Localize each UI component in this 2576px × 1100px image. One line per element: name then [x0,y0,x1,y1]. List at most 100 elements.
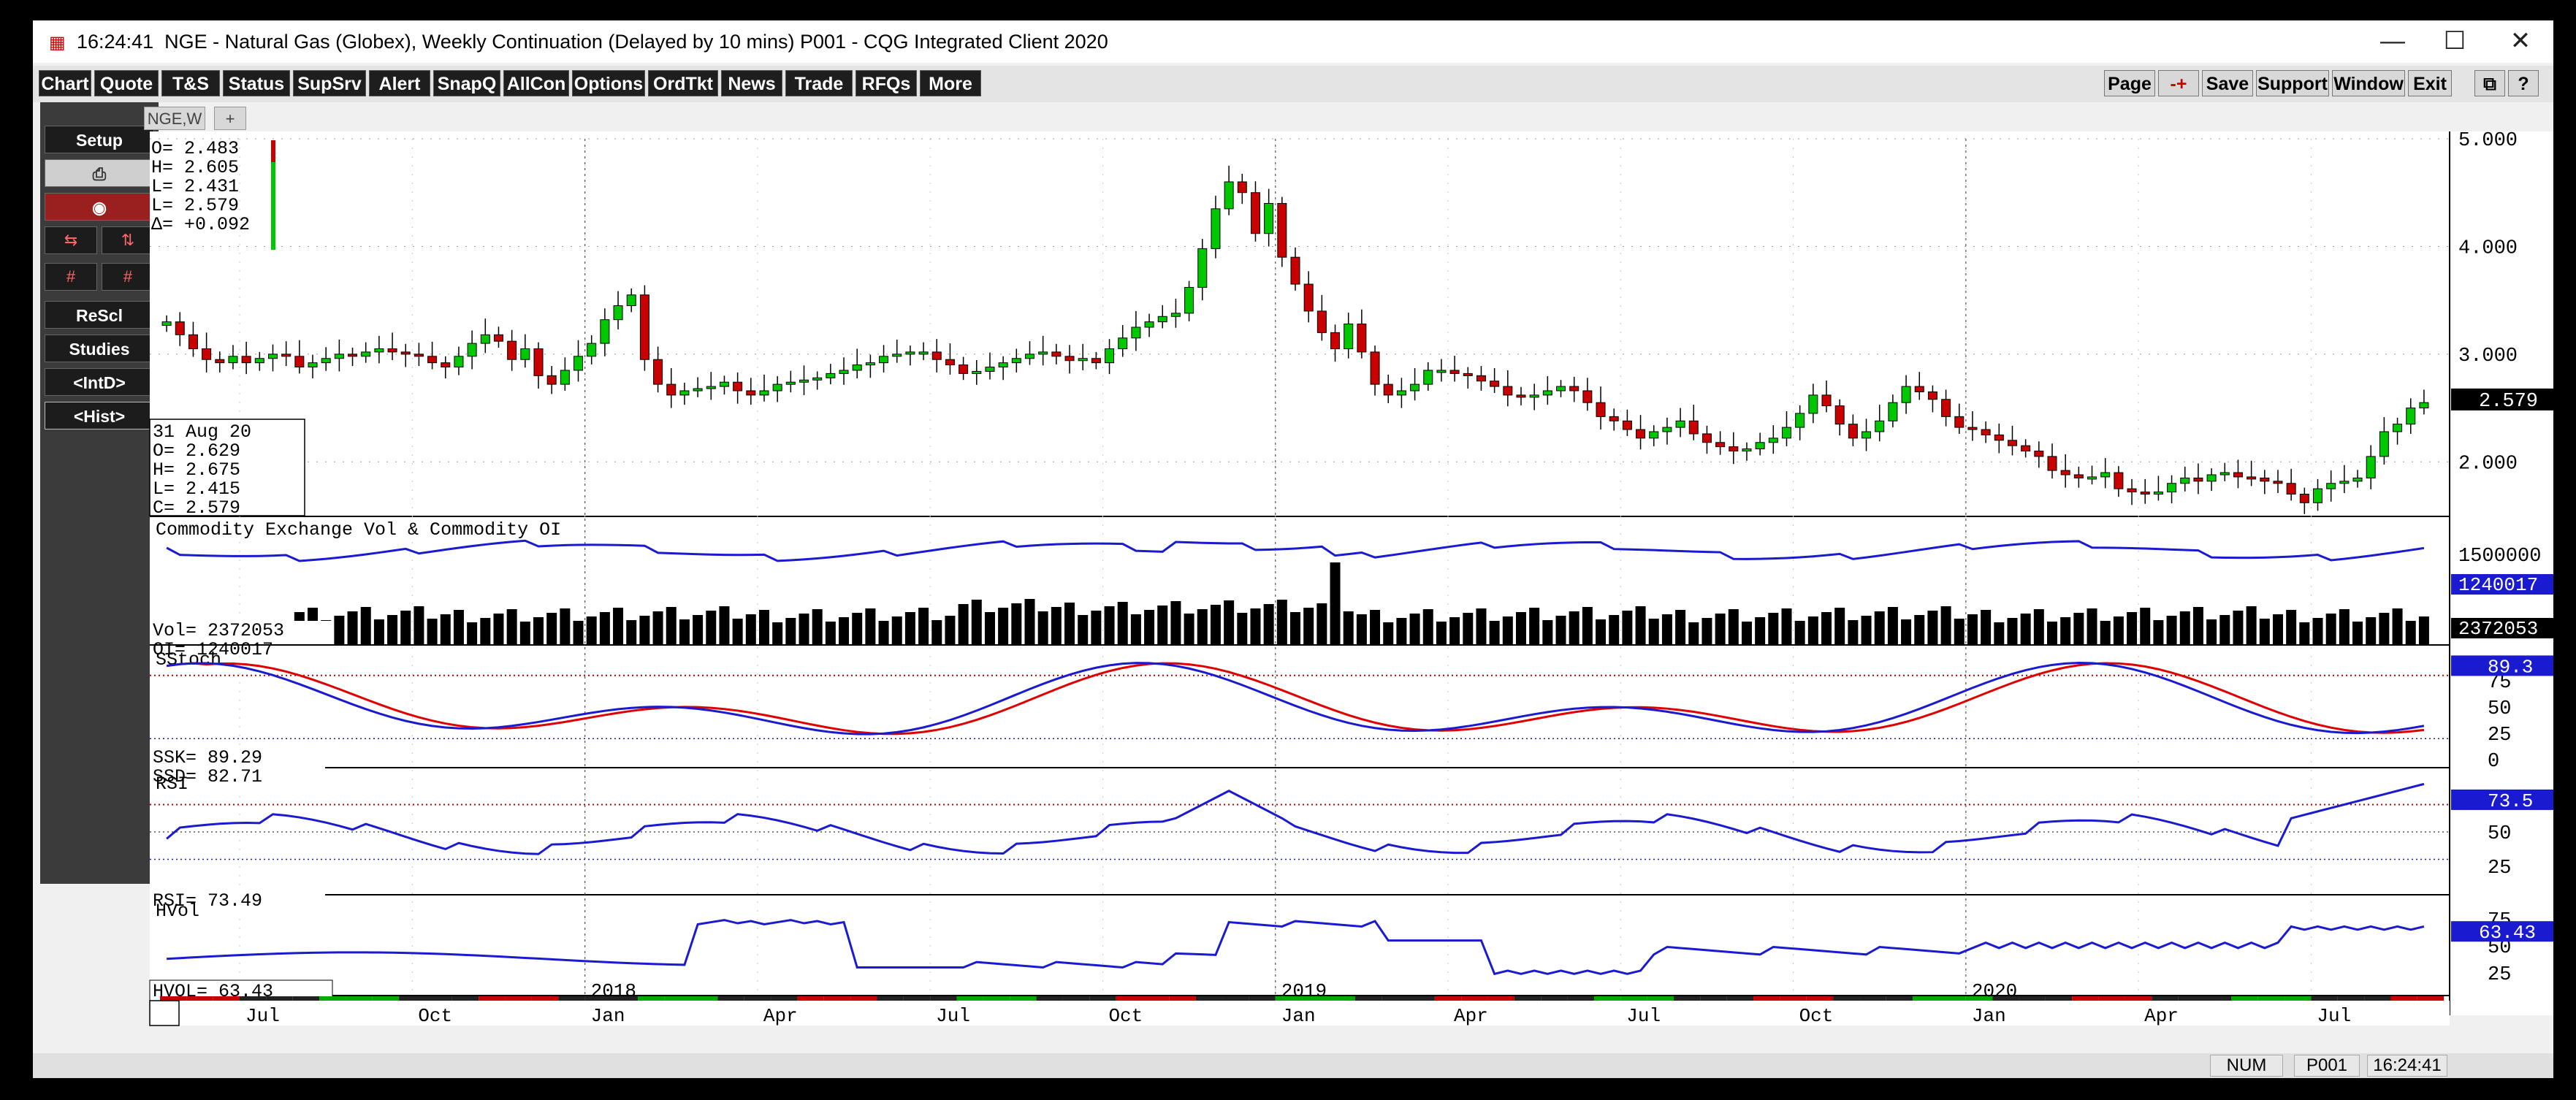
volume-bar [2087,608,2097,644]
session-strip [1142,996,1170,1001]
volume-bar [2366,617,2377,644]
toolbar-rfqs-button[interactable]: RFQs [856,70,917,96]
toolbar-news-button[interactable]: News [721,70,782,96]
candle-body [321,358,331,364]
toolbar-ordtkt-button[interactable]: OrdTkt [648,70,718,96]
restore-icon[interactable]: ⧉ [2474,70,2505,96]
session-strip [2231,996,2258,1001]
session-strip [346,996,373,1001]
studies-button[interactable]: Studies [45,335,154,362]
tab-nge-w[interactable]: NGE,W [144,107,205,130]
toolbar-zoom-button[interactable]: -+ [2158,70,2199,96]
toolbar-window-button[interactable]: Window [2332,70,2405,96]
volume-bar [560,608,571,644]
toolbar-exit-button[interactable]: Exit [2408,70,2452,96]
maximize-icon[interactable]: ☐ [2443,27,2466,55]
oi-last-tag [2451,574,2553,595]
grid-b-icon[interactable]: # [102,263,154,291]
add-tab-button[interactable]: + [214,107,246,130]
toolbar-quote-button[interactable]: Quote [94,70,159,96]
volume-bar [613,608,624,644]
session-strip [186,996,213,1001]
candle-body [202,348,212,360]
volume-bar [2246,606,2257,644]
volume-bar [440,614,451,644]
toolbar-page-button[interactable]: Page [2104,70,2155,96]
minimize-icon[interactable]: — [2380,27,2405,55]
toolbar-snapq-button[interactable]: SnapQ [433,70,500,96]
session-strip [2364,996,2391,1001]
session-strip [983,996,1010,1001]
candle-body [1197,248,1208,288]
intraday-button[interactable]: <IntD> [45,368,154,396]
toolbar-more-button[interactable]: More [920,70,981,96]
volume-bar [1303,608,1314,644]
volume-bar [785,618,796,644]
session-strip [1089,996,1116,1001]
volume-bar [1861,616,1872,644]
setup-button[interactable]: Setup [45,126,154,153]
toolbar-options-button[interactable]: Options [572,70,645,96]
vol-last-value: 2372053 [2458,618,2538,640]
candle-body [2299,494,2309,503]
volume-bar [693,615,704,644]
toolbar-alert-button[interactable]: Alert [369,70,430,96]
toolbar-chart-button[interactable]: Chart [39,70,91,96]
session-strip [1434,996,1462,1001]
volume-bar [599,612,610,644]
candle-body [2060,470,2070,475]
record-icon[interactable]: ◉ [45,193,154,221]
sstoch-last-value: 89.3 [2488,656,2533,678]
title-caption: NGE - Natural Gas (Globex), Weekly Conti… [164,31,1108,53]
session-strip [1010,996,1037,1001]
status-bar: NUM P001 16:24:41 [33,1053,2553,1078]
volume-bar [2047,622,2057,644]
volume-bar [1170,601,1181,644]
xaxis-month-label: Jul [1626,1005,1661,1027]
volume-bar [931,620,942,644]
candle-body [1224,181,1234,210]
rescale-button[interactable]: ReScl [45,301,154,329]
grid-a-icon[interactable]: # [45,263,97,291]
volume-bar [1582,607,1593,644]
candle-body [400,351,411,355]
toolbar-save-button[interactable]: Save [2202,70,2253,96]
volume-bar [2392,608,2403,644]
candle-body [1383,383,1393,396]
ohlc-readout-line: H= 2.605 [151,157,239,178]
session-strip [1195,996,1223,1001]
session-strip [1992,996,2019,1001]
status-time: 16:24:41 [2367,1055,2447,1077]
print-icon[interactable]: ⎙ [45,159,154,187]
candle-body [799,379,809,383]
volume-bar [1316,603,1327,644]
session-strip [903,996,931,1001]
history-button[interactable]: <Hist> [45,402,154,429]
close-icon[interactable]: ✕ [2510,27,2531,55]
toolbar-ts-button[interactable]: T&S [161,70,220,96]
toolbar-trade-button[interactable]: Trade [785,70,853,96]
toolbar-allcon-button[interactable]: AllCon [503,70,569,96]
swap-left-icon[interactable]: ⇆ [45,226,97,254]
session-strip [1965,996,1993,1001]
candle-body [1622,420,1632,430]
xaxis-month-label: Apr [763,1005,798,1027]
help-icon[interactable]: ? [2508,70,2539,96]
session-strip [372,996,400,1001]
toolbar-support-button[interactable]: Support [2256,70,2329,96]
last-price-value: 2.579 [2479,391,2538,413]
session-strip [1567,996,1594,1001]
swap-up-icon[interactable]: ⇅ [102,226,154,254]
candle-body [1994,434,2004,441]
candle-body [1357,324,1367,353]
toolbar-supsrv-button[interactable]: SupSrv [293,70,366,96]
candle-body [1861,431,1872,439]
volume-bar [1675,610,1686,644]
volume-bar [2153,620,2164,644]
volume-bar [2192,607,2203,644]
xaxis-month-label: Jan [591,1005,625,1027]
toolbar-status-button[interactable]: Status [223,70,290,96]
volume-bar [2339,609,2350,644]
candle-body [2366,456,2376,478]
